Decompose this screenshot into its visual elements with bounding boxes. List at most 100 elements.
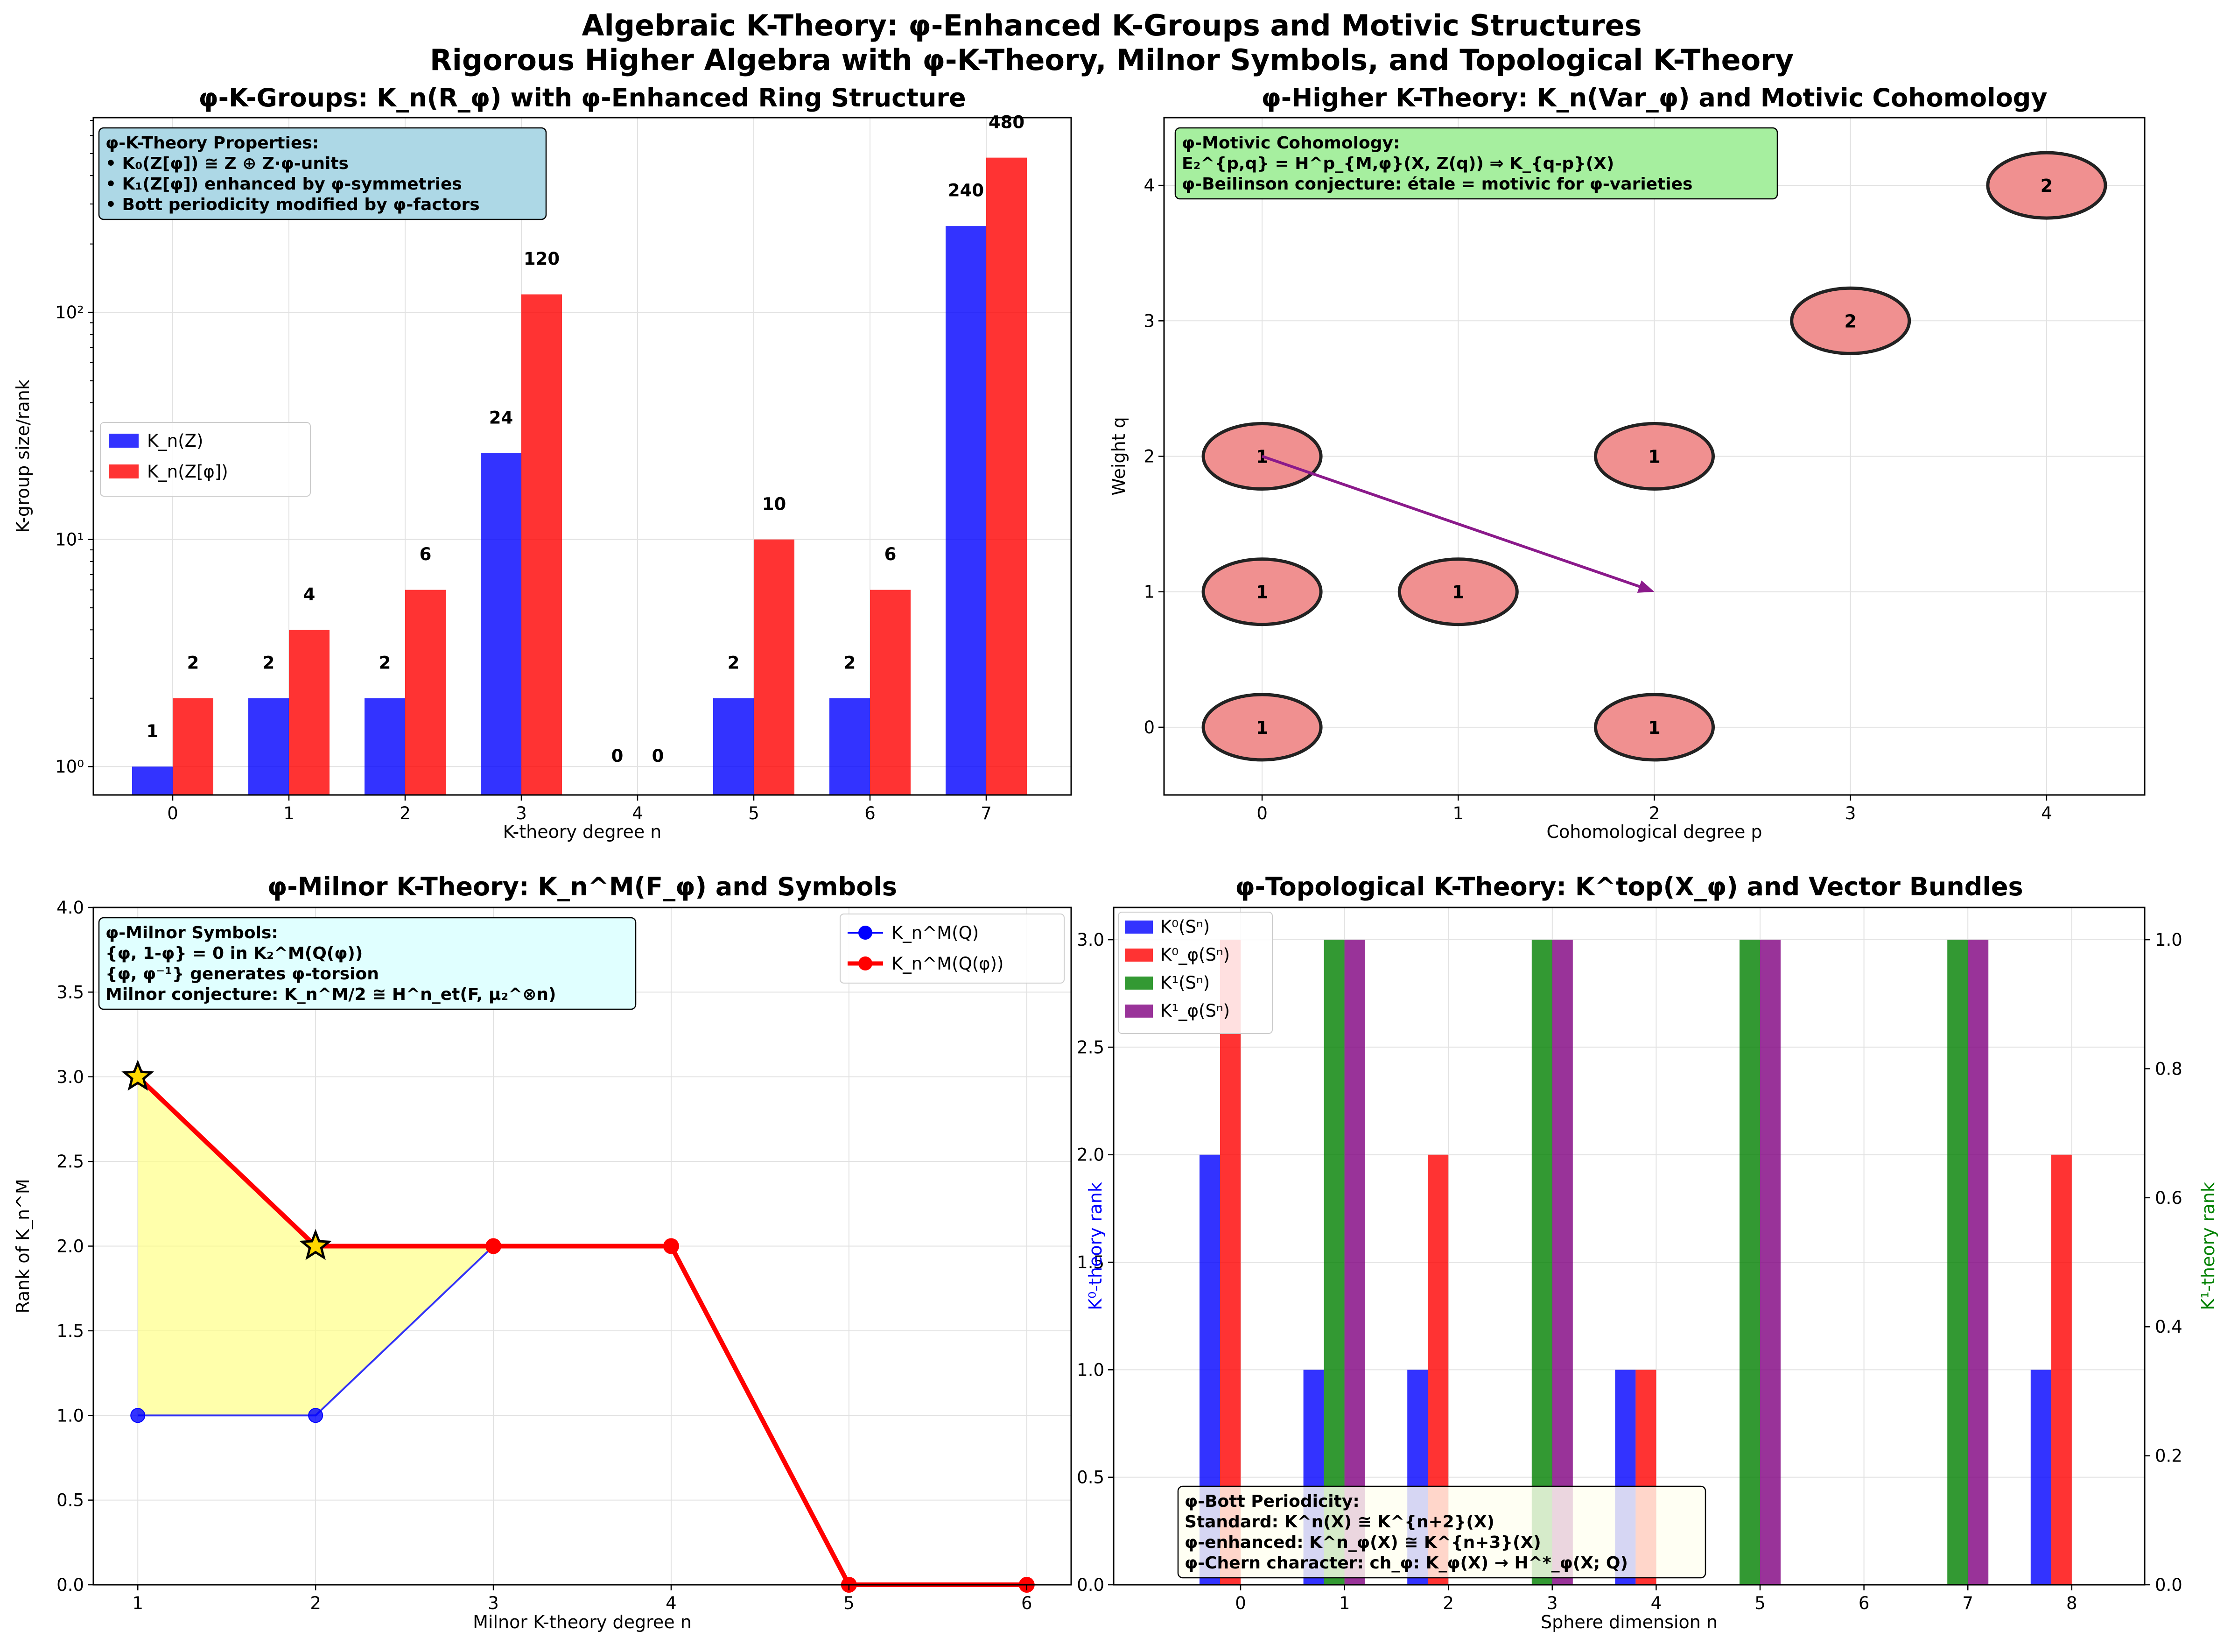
- suptitle-line1: Algebraic K-Theory: φ-Enhanced K-Groups …: [582, 8, 1642, 42]
- y-tick-label: 4.0: [56, 898, 84, 918]
- x-tick-label: 8: [2066, 1593, 2077, 1613]
- x-tick-label: 7: [1962, 1593, 1973, 1613]
- milnor-k-theory-panel: φ-Milnor K-Theory: K_n^M(F_φ) and Symbol…: [13, 872, 1072, 1632]
- motivic-group-rank: 2: [1844, 311, 1856, 331]
- bar-kn-z-phi: [754, 539, 794, 795]
- legend-label: K_n^M(Q(φ)): [891, 954, 1003, 974]
- annotation-line: • K₁(Z[φ]) enhanced by φ-symmetries: [105, 175, 462, 194]
- legend-box: [1118, 912, 1273, 1034]
- y-tick-label: 0.5: [1077, 1468, 1104, 1488]
- motivic-group-rank: 1: [1452, 582, 1464, 603]
- annotation-line: {φ, 1-φ} = 0 in K₂^M(Q(φ)): [105, 944, 363, 963]
- motivic-group-marker: [1790, 286, 1911, 355]
- bar-k1-phi: [1760, 940, 1781, 1585]
- bar-value-label: 1: [147, 721, 159, 741]
- bar-kn-z: [829, 698, 870, 795]
- motivic-group-marker: [1594, 422, 1715, 491]
- x-axis-label: Cohomological degree p: [1546, 822, 1762, 842]
- bar-k1: [1324, 940, 1345, 1585]
- annotation-box: [98, 917, 637, 1010]
- right-y-tick-label: 0.6: [2155, 1188, 2182, 1208]
- y-tick-label: 1.5: [56, 1321, 84, 1341]
- x-tick-label: 1: [1453, 803, 1464, 823]
- bar-value-label: 0: [652, 746, 664, 766]
- differential-arrow-head: [1637, 580, 1655, 593]
- bar-k1: [1947, 940, 1968, 1585]
- x-axis-label: K-theory degree n: [503, 822, 662, 842]
- motivic-group-marker: [1201, 693, 1323, 762]
- right-y-tick-label: 0.0: [2155, 1575, 2182, 1595]
- y-tick-label: 0.0: [1077, 1575, 1104, 1595]
- motivic-group-marker: [1201, 557, 1323, 626]
- bar-value-label: 6: [884, 544, 897, 564]
- annotation-line: Standard: K^n(X) ≅ K^{n+2}(X): [1185, 1512, 1494, 1532]
- axes-frame: [1113, 907, 2146, 1586]
- x-tick-label: 6: [864, 803, 876, 823]
- annotation-line: φ-Chern character: ch_φ: K_φ(X) → H^*_φ(…: [1185, 1554, 1628, 1573]
- y-tick-label: 2.5: [56, 1152, 84, 1172]
- right-y-tick-label: 0.4: [2155, 1317, 2182, 1337]
- x-tick-label: 1: [132, 1593, 143, 1613]
- annotation-box: [1174, 127, 1778, 200]
- bar-value-label: 120: [524, 249, 560, 269]
- y-tick-label: 1.5: [1077, 1252, 1104, 1272]
- y-axis-label: Rank of K_n^M: [13, 1179, 33, 1313]
- y-tick-label: 1.0: [1077, 1360, 1104, 1380]
- bar-k1-phi: [1968, 940, 1989, 1585]
- differential-arrow: [1262, 455, 1651, 592]
- annotation-box: [98, 127, 547, 220]
- motivic-group-rank: 1: [1256, 582, 1268, 603]
- legend-label: K¹_φ(Sⁿ): [1160, 1001, 1230, 1021]
- motivic-group-marker: [1986, 151, 2107, 220]
- bar-value-label: 0: [611, 746, 624, 766]
- motivic-group-marker: [1397, 557, 1519, 626]
- legend-box: [840, 914, 1065, 984]
- x-tick-label: 2: [1649, 803, 1660, 823]
- y-tick-label: 10¹: [55, 530, 84, 550]
- x-tick-label: 3: [1547, 1593, 1558, 1613]
- panel-title: φ-Milnor K-Theory: K_n^M(F_φ) and Symbol…: [267, 872, 897, 901]
- x-tick-label: 2: [310, 1593, 321, 1613]
- bar-value-label: 2: [187, 653, 199, 673]
- y-tick-label: 10²: [55, 302, 84, 323]
- legend-swatch: [109, 464, 139, 478]
- bar-value-label: 240: [948, 181, 984, 201]
- bar-kn-z: [946, 226, 986, 795]
- y-axis-label: K-group size/rank: [13, 380, 33, 533]
- bar-k1-phi: [1344, 940, 1365, 1585]
- legend-label: K_n(Z[φ]): [147, 462, 228, 482]
- point-kn-m-q-phi: [663, 1238, 679, 1254]
- annotation-line: φ-Bott Periodicity:: [1185, 1492, 1360, 1511]
- x-tick-label: 5: [843, 1593, 855, 1613]
- annotation-box: [1177, 1485, 1706, 1579]
- y-tick-label: 1: [1144, 582, 1155, 602]
- motivic-group-rank: 1: [1648, 717, 1660, 738]
- annotation-line: {φ, φ⁻¹} generates φ-torsion: [105, 964, 379, 984]
- x-tick-label: 3: [1845, 803, 1856, 823]
- bar-k1-phi: [1552, 940, 1573, 1585]
- y-tick-label: 0.0: [56, 1575, 84, 1595]
- annotation-line: • K₀(Z[φ]) ≅ Z ⊕ Z·φ-units: [105, 154, 349, 173]
- left-y-axis-label: K⁰-theory rank: [1085, 1182, 1106, 1310]
- x-tick-label: 0: [1256, 803, 1268, 823]
- panel-title: φ-Higher K-Theory: K_n(Var_φ) and Motivi…: [1261, 83, 2047, 112]
- annotation-line: Milnor conjecture: K_n^M/2 ≅ H^n_et(F, μ…: [105, 985, 556, 1004]
- y-tick-label: 2.5: [1077, 1037, 1104, 1057]
- legend-swatch: [1125, 977, 1153, 990]
- suptitle-line2: Rigorous Higher Algebra with φ-K-Theory,…: [430, 43, 1794, 77]
- legend-marker: [858, 926, 872, 940]
- y-tick-label: 2.0: [1077, 1145, 1104, 1165]
- x-tick-label: 2: [400, 803, 411, 823]
- symbol-star-marker: [299, 1229, 332, 1260]
- x-tick-label: 3: [516, 803, 527, 823]
- y-tick-label: 3: [1144, 311, 1155, 331]
- bar-value-label: 24: [489, 408, 513, 428]
- annotation-line: φ-Motivic Cohomology:: [1182, 134, 1400, 153]
- y-tick-label: 3.0: [56, 1067, 84, 1087]
- bar-kn-z-phi: [870, 590, 911, 795]
- motivic-group-rank: 1: [1648, 447, 1660, 467]
- x-tick-label: 1: [283, 803, 295, 823]
- panel-title: φ-Topological K-Theory: K^top(X_φ) and V…: [1235, 872, 2023, 901]
